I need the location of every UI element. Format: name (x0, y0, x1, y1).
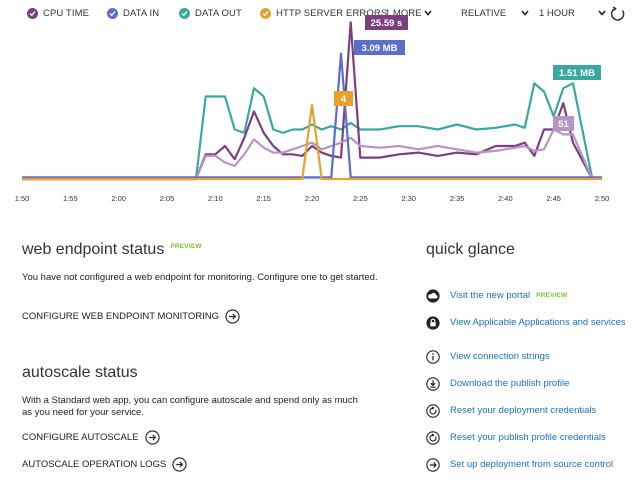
qg-link-label: Reset your deployment credentials (450, 405, 597, 416)
refresh-icon[interactable] (610, 6, 626, 22)
legend-label: CPU TIME (43, 7, 90, 19)
qg-link-label: View Applicable Applications and service… (450, 317, 626, 328)
callout-text: 25.59 s (371, 18, 403, 29)
x-tick-label: 2:10 (208, 194, 223, 203)
series-lines (22, 21, 602, 181)
x-tick-label: 2:50 (595, 194, 610, 203)
qg-link-label: View connection strings (450, 351, 550, 362)
x-tick-label: 2:40 (498, 194, 513, 203)
reset-icon (426, 404, 440, 418)
range-dropdown[interactable]: 1 HOUR (521, 5, 575, 21)
legend-item-data-out[interactable]: DATA OUT (179, 5, 242, 21)
legend-item-http-errors[interactable]: HTTP SERVER ERRORS (260, 5, 387, 21)
legend-label: DATA IN (123, 7, 160, 19)
x-tick-label: 2:05 (160, 194, 175, 203)
callout-text: 3.09 MB (362, 43, 398, 54)
series-line-3 (22, 52, 602, 179)
action-label: AUTOSCALE OPERATION LOGS (22, 459, 167, 470)
check-circle-icon (107, 7, 118, 19)
reset-deployment-credentials-link[interactable]: Reset your deployment credentials (426, 404, 630, 418)
range-label: 1 HOUR (539, 7, 575, 19)
x-tick-label: 2:30 (401, 194, 416, 203)
view-applications-link[interactable]: View Applicable Applications and service… (426, 316, 630, 330)
value-callouts: 25.59 s 3.09 MB 4 1.51 MB 51 (334, 15, 601, 131)
qg-link-label: Set up deployment from source control (450, 459, 614, 470)
preview-badge: PREVIEW (536, 292, 568, 299)
callout-4: 51 (553, 116, 574, 131)
callout-2: 4 (334, 91, 353, 106)
chart-legend: CPU TIME DATA IN DATA OUT HTTP SERVER ER… (0, 5, 640, 21)
download-icon (426, 377, 440, 391)
callout-box (354, 40, 405, 55)
callout-0: 25.59 s (365, 15, 408, 30)
x-tick-label: 2:00 (111, 194, 126, 203)
reset-publish-profile-link[interactable]: Reset your publish profile credentials (426, 431, 630, 445)
x-tick-labels: 1:50 1:55 2:00 2:05 2:10 2:15 2:20 2:25 2:30 2:35… (15, 194, 610, 203)
legend-item-data-in[interactable]: DATA IN (107, 5, 159, 21)
legend-item-cpu-time[interactable]: CPU TIME (27, 5, 89, 21)
autoscale-desc: With a Standard web app, you can configu… (22, 395, 358, 418)
chevron-down-icon (521, 10, 529, 16)
quick-glance-title: quick glance (426, 241, 515, 258)
chevron-down-icon[interactable] (598, 10, 606, 16)
series-line-1 (22, 21, 594, 181)
web-endpoint-title-text: web endpoint status (22, 241, 165, 258)
action-label: CONFIGURE WEB ENDPOINT MONITORING (22, 311, 220, 322)
series-line-4 (22, 103, 602, 181)
mode-label: RELATIVE (461, 7, 507, 19)
lock-icon (426, 316, 440, 330)
callout-box (365, 15, 408, 30)
x-tick-label: 1:55 (63, 194, 78, 203)
preview-badge: PREVIEW (170, 243, 202, 250)
download-publish-profile-link[interactable]: Download the publish profile (426, 377, 630, 391)
autoscale-logs-button[interactable]: AUTOSCALE OPERATION LOGS (22, 457, 187, 472)
mode-dropdown-label[interactable]: RELATIVE (461, 5, 506, 21)
configure-autoscale-button[interactable]: CONFIGURE AUTOSCALE (22, 430, 160, 445)
callout-box (334, 91, 353, 106)
reset-icon (426, 431, 440, 445)
autoscale-title: autoscale status (22, 364, 138, 381)
check-circle-icon (179, 7, 190, 19)
legend-label: DATA OUT (195, 7, 242, 19)
callout-1: 3.09 MB (354, 40, 405, 55)
arrow-circle-icon (172, 457, 187, 472)
setup-deployment-link[interactable]: Set up deployment from source control (426, 458, 630, 472)
callout-3: 1.51 MB (553, 65, 601, 80)
arrow-circle-icon (144, 430, 160, 445)
arrow-circle-icon (225, 309, 240, 324)
qg-link-text: Visit the new portal (450, 290, 531, 301)
callout-box (553, 65, 601, 80)
action-label: CONFIGURE AUTOSCALE (22, 432, 139, 443)
visit-new-portal-link[interactable]: Visit the new portal PREVIEW (426, 289, 630, 303)
series-line-0 (22, 82, 594, 181)
x-tick-label: 2:15 (256, 194, 271, 203)
more-label: 1 MORE (385, 7, 422, 19)
web-endpoint-desc: You have not configured a web endpoint f… (22, 272, 378, 283)
qg-link-label: Visit the new portal PREVIEW (450, 290, 630, 301)
qg-link-label: Download the publish profile (450, 378, 570, 389)
chevron-down-icon (424, 10, 433, 16)
configure-web-endpoint-button[interactable]: CONFIGURE WEB ENDPOINT MONITORING (22, 309, 240, 324)
callout-box (553, 116, 574, 131)
cloud-icon (426, 289, 440, 303)
qg-link-label: Reset your publish profile credentials (450, 432, 606, 443)
callout-text: 51 (558, 119, 569, 130)
x-tick-label: 2:20 (305, 194, 320, 203)
series-line-2 (22, 128, 594, 181)
check-circle-icon (260, 7, 271, 19)
info-icon (426, 350, 440, 364)
more-series-dropdown[interactable]: 1 MORE (385, 5, 433, 21)
metrics-chart: 1:50 1:55 2:00 2:05 2:10 2:15 2:20 2:25 2:30 2:35… (15, 15, 610, 203)
check-circle-icon (27, 7, 38, 19)
web-endpoint-title: web endpoint status PREVIEW (22, 241, 202, 259)
callout-text: 1.51 MB (559, 68, 595, 79)
x-tick-label: 2:45 (546, 194, 561, 203)
arrow-circle-icon (426, 458, 440, 472)
view-connection-strings-link[interactable]: View connection strings (426, 350, 630, 364)
legend-label: HTTP SERVER ERRORS (276, 7, 388, 19)
x-tick-label: 2:35 (450, 194, 465, 203)
x-tick-label: 1:50 (15, 194, 30, 203)
callout-text: 4 (341, 94, 347, 105)
x-tick-label: 2:25 (353, 194, 368, 203)
